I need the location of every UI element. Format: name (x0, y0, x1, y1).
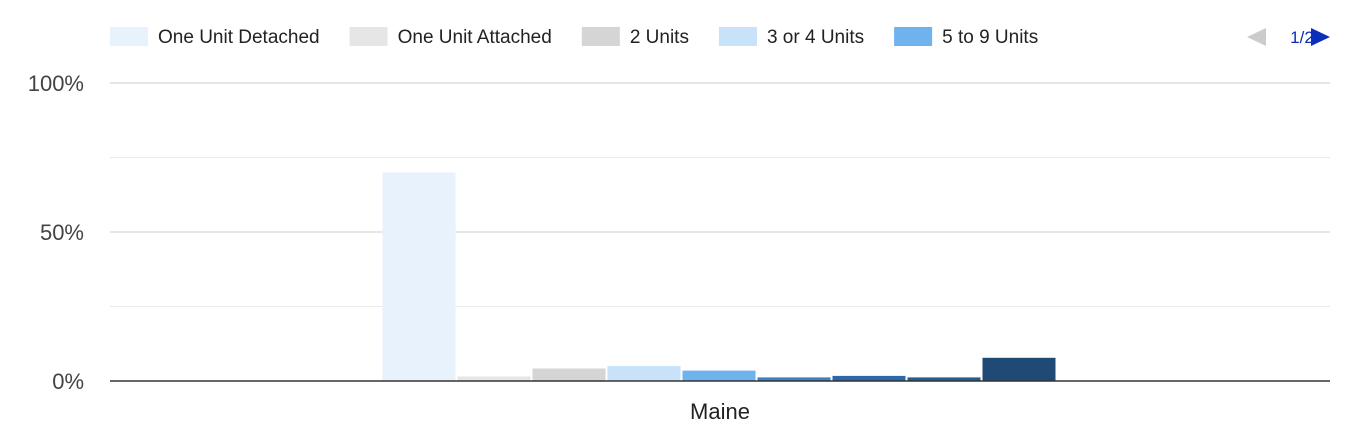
legend-swatch (581, 27, 620, 46)
gridlines (110, 82, 1330, 307)
bar[interactable] (682, 370, 756, 381)
legend-label: One Unit Attached (398, 27, 552, 48)
pager-label: 1/2 (1290, 28, 1314, 47)
bar[interactable] (457, 376, 531, 382)
legend-pager[interactable]: 1/2 (1247, 28, 1330, 47)
bar[interactable] (382, 172, 456, 381)
triangle-right-icon[interactable] (1311, 28, 1330, 46)
y-tick-label: 50% (40, 220, 84, 245)
x-axis: Maine (690, 399, 750, 424)
legend-item[interactable]: 5 to 9 Units (894, 27, 1038, 48)
bar[interactable] (832, 375, 906, 381)
legend-swatch (894, 27, 933, 46)
legend-swatch (718, 27, 757, 46)
bar[interactable] (532, 368, 606, 382)
y-tick-label: 0% (52, 369, 84, 394)
bar[interactable] (607, 366, 681, 381)
bar[interactable] (757, 377, 831, 381)
bars (382, 172, 1056, 382)
legend-swatch (110, 27, 148, 46)
legend-label: 2 Units (630, 27, 689, 48)
y-tick-label: 100% (28, 71, 84, 96)
legend-label: 5 to 9 Units (942, 27, 1038, 48)
legend-item[interactable]: 3 or 4 Units (718, 27, 864, 48)
bar[interactable] (982, 357, 1056, 381)
triangle-left-icon[interactable] (1247, 28, 1266, 46)
x-category-label: Maine (690, 399, 750, 424)
bar[interactable] (907, 377, 981, 381)
legend-swatch (349, 27, 388, 46)
legend[interactable]: One Unit Detached One Unit Attached 2 Unit… (110, 27, 1038, 48)
legend-item[interactable]: One Unit Detached (110, 27, 320, 48)
legend-item[interactable]: One Unit Attached (349, 27, 552, 48)
legend-item[interactable]: 2 Units (581, 27, 689, 48)
legend-label: One Unit Detached (158, 27, 320, 48)
y-axis: 0% 50% 100% (28, 71, 84, 394)
legend-label: 3 or 4 Units (767, 27, 864, 48)
